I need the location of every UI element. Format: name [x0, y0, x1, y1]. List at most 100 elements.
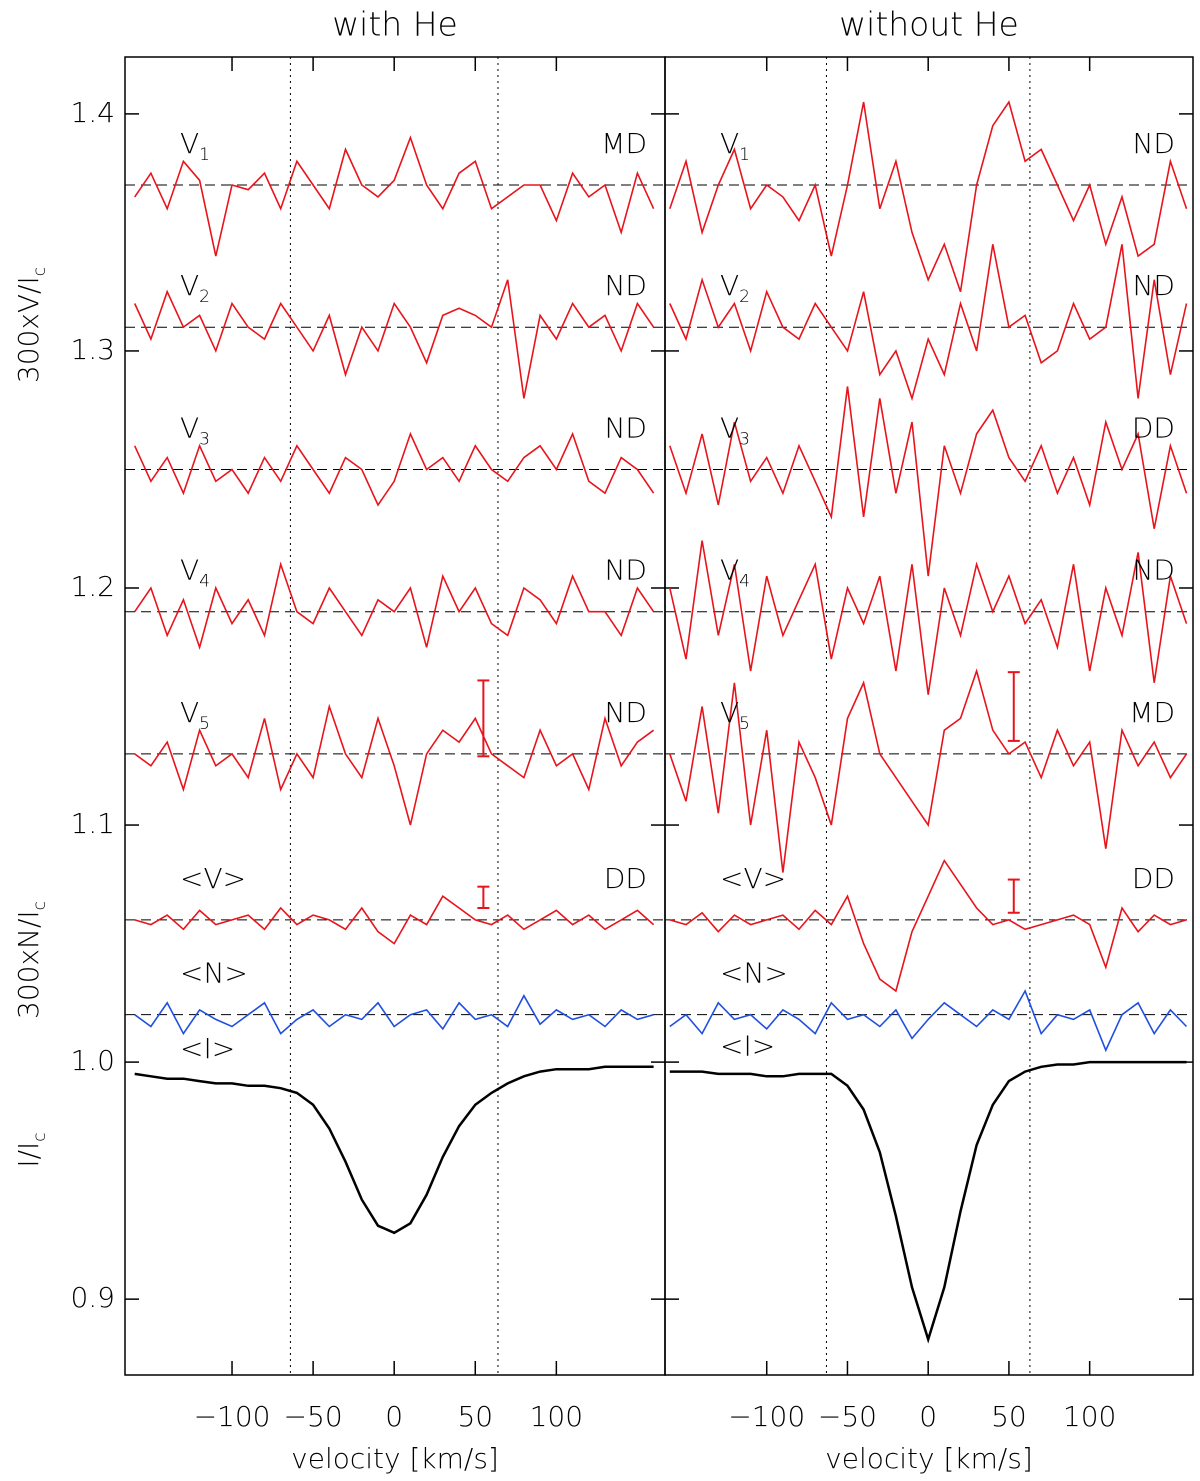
- series-label-main: <V>: [180, 862, 246, 895]
- y-tick-label: 0.9: [70, 1281, 115, 1314]
- series-line: [133, 431, 655, 507]
- series-label-sub: 2: [739, 287, 750, 307]
- y-tick-label: 1.0: [70, 1044, 115, 1077]
- x-tick-label: 50: [457, 1400, 493, 1433]
- detection-label: MD: [601, 127, 647, 160]
- series-label: V1: [720, 127, 750, 165]
- detection-label: ND: [604, 411, 647, 444]
- error-bar: [1007, 878, 1020, 914]
- series-line: [133, 279, 655, 399]
- series-line: [669, 668, 1188, 873]
- series-label-sub: 5: [199, 714, 210, 734]
- y-axis-label-sub: c: [30, 1132, 50, 1141]
- x-tick-label: 100: [530, 1400, 583, 1433]
- series-label: <N>: [720, 957, 788, 990]
- series-label-main: V: [720, 554, 739, 587]
- series-label-main: V: [720, 269, 739, 302]
- y-axis-label: 300xV/Ic: [12, 267, 50, 383]
- detection-label: DD: [1132, 411, 1175, 444]
- series-label-main: <I>: [720, 1030, 775, 1063]
- y-axis-label-main: 300xV/I: [12, 276, 45, 383]
- series-line: [669, 386, 1188, 577]
- series-label-main: <N>: [180, 957, 248, 990]
- series-label: <V>: [720, 862, 786, 895]
- series-label-sub: 5: [739, 714, 750, 734]
- detection-label: MD: [1129, 696, 1175, 729]
- series-label-main: V: [180, 554, 199, 587]
- series-label-sub: 3: [199, 429, 210, 449]
- error-bar: [1007, 671, 1020, 742]
- series-label-main: V: [720, 411, 739, 444]
- series-label-sub: 4: [199, 572, 210, 592]
- series-line: [134, 561, 655, 651]
- x-tick-label: −50: [818, 1400, 877, 1433]
- series-label-main: V: [720, 127, 739, 160]
- x-tick-label: −50: [284, 1400, 343, 1433]
- x-tick-label: −100: [194, 1400, 271, 1433]
- series-label-main: V: [180, 696, 199, 729]
- series-label-main: <N>: [720, 957, 788, 990]
- x-tick-label: 100: [1063, 1400, 1116, 1433]
- series-line: [669, 244, 1188, 402]
- series-label: V4: [180, 554, 210, 592]
- detection-label: ND: [1132, 127, 1175, 160]
- series-label: V3: [180, 411, 210, 449]
- series-label-sub: 3: [739, 429, 750, 449]
- x-tick-label: 0: [919, 1400, 937, 1433]
- series-line: [669, 1060, 1187, 1344]
- detection-label: ND: [604, 269, 647, 302]
- y-axis-label-sub: c: [30, 901, 50, 910]
- panel-title: with He: [332, 5, 458, 44]
- detection-label: ND: [604, 696, 647, 729]
- series-line: [669, 100, 1188, 292]
- y-tick-label: 1.4: [70, 96, 115, 129]
- y-axis-label: I/Ic: [12, 1132, 50, 1167]
- detection-label: ND: [604, 554, 647, 587]
- y-tick-label: 1.1: [70, 807, 115, 840]
- y-axis-label: 300xN/Ic: [12, 901, 50, 1019]
- series-label-main: <I>: [180, 1032, 235, 1065]
- series-label: <I>: [720, 1030, 775, 1063]
- series-label: <V>: [180, 862, 246, 895]
- series-label: <I>: [180, 1032, 235, 1065]
- series-line: [134, 895, 655, 945]
- x-axis-label: velocity [km/s]: [291, 1442, 499, 1475]
- detection-label: ND: [1132, 554, 1175, 587]
- series-label: V5: [180, 696, 210, 734]
- series-line: [669, 540, 1188, 695]
- x-tick-label: 0: [385, 1400, 403, 1433]
- panel-title: without He: [839, 5, 1019, 44]
- series-label: <N>: [180, 957, 248, 990]
- error-bar: [477, 679, 490, 758]
- series-line: [134, 703, 655, 826]
- series-label-sub: 4: [739, 572, 750, 592]
- x-tick-label: −100: [728, 1400, 805, 1433]
- series-line: [134, 1065, 654, 1235]
- y-tick-label: 1.2: [70, 570, 115, 603]
- error-bar: [477, 885, 490, 910]
- series-label: V5: [720, 696, 750, 734]
- detection-label: DD: [1132, 862, 1175, 895]
- series-label-sub: 2: [199, 287, 210, 307]
- series-label-main: V: [180, 127, 199, 160]
- series-line: [669, 989, 1188, 1053]
- series-label: V2: [720, 269, 750, 307]
- series-label-sub: 1: [199, 145, 210, 165]
- series-label: V1: [180, 127, 210, 165]
- plot-frame: [664, 56, 1194, 1376]
- series-line: [134, 994, 654, 1036]
- series-label: V2: [180, 269, 210, 307]
- series-label: V3: [720, 411, 750, 449]
- series-label: V4: [720, 554, 750, 592]
- series-label-main: V: [180, 269, 199, 302]
- x-tick-label: 50: [991, 1400, 1027, 1433]
- detection-label: DD: [604, 862, 647, 895]
- y-axis-label-sub: c: [30, 267, 50, 276]
- series-label-main: <V>: [720, 862, 786, 895]
- series-label-main: V: [720, 696, 739, 729]
- y-axis-label-main: 300xN/I: [12, 910, 45, 1019]
- series-line: [669, 858, 1187, 993]
- detection-label: ND: [1132, 269, 1175, 302]
- y-axis-label-main: I/I: [12, 1142, 45, 1168]
